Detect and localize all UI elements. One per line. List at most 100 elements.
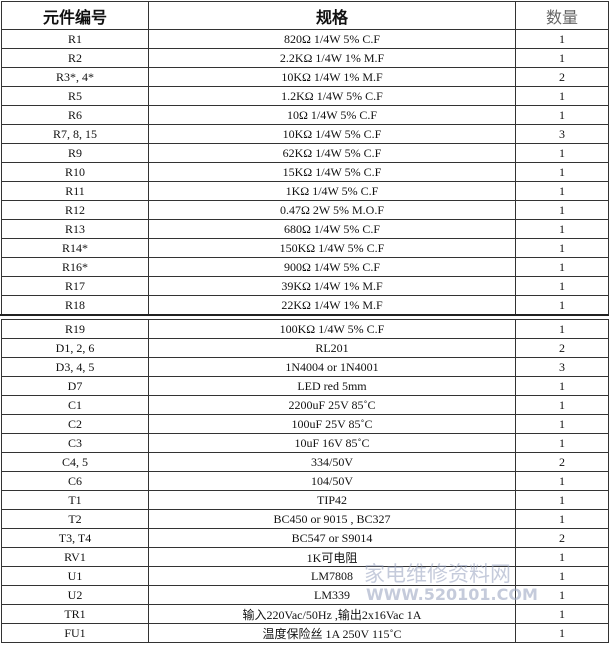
- table-row: U1 LM7808 1: [1, 566, 609, 586]
- cell-qty: 1: [515, 219, 609, 239]
- table-row: R3*, 4* 10KΩ 1/4W 1% M.F 2: [1, 67, 609, 87]
- cell-qty: 1: [515, 623, 609, 643]
- cell-id: C6: [1, 471, 149, 491]
- header-row: 元件编号 规格 数量: [1, 1, 609, 30]
- table-row: T3, T4 BC547 or S9014 2: [1, 528, 609, 548]
- cell-id: U1: [1, 566, 149, 586]
- cell-spec: 15KΩ 1/4W 5% C.F: [148, 162, 516, 182]
- cell-qty: 1: [515, 143, 609, 163]
- cell-id: R7, 8, 15: [1, 124, 149, 144]
- section-divider: [0, 314, 609, 316]
- cell-spec: 1N4004 or 1N4001: [148, 357, 516, 377]
- cell-id: R6: [1, 105, 149, 125]
- cell-spec: 334/50V: [148, 452, 516, 472]
- table-row: R6 10Ω 1/4W 5% C.F 1: [1, 105, 609, 125]
- cell-qty: 1: [515, 490, 609, 510]
- cell-id: T1: [1, 490, 149, 510]
- cell-id: C4, 5: [1, 452, 149, 472]
- cell-spec: 10KΩ 1/4W 1% M.F: [148, 67, 516, 87]
- cell-id: FU1: [1, 623, 149, 643]
- cell-id: R12: [1, 200, 149, 220]
- cell-spec: BC547 or S9014: [148, 528, 516, 548]
- table-row: R11 1KΩ 1/4W 5% C.F 1: [1, 181, 609, 201]
- cell-qty: 3: [515, 124, 609, 144]
- cell-id: R1: [1, 29, 149, 49]
- cell-spec: 0.47Ω 2W 5% M.O.F: [148, 200, 516, 220]
- table-row: C1 2200uF 25V 85˚C 1: [1, 395, 609, 415]
- cell-qty: 1: [515, 105, 609, 125]
- table-row: D3, 4, 5 1N4004 or 1N4001 3: [1, 357, 609, 377]
- cell-id: R11: [1, 181, 149, 201]
- cell-spec: 100uF 25V 85˚C: [148, 414, 516, 434]
- cell-qty: 1: [515, 509, 609, 529]
- cell-spec: 39KΩ 1/4W 1% M.F: [148, 276, 516, 296]
- cell-spec: 1.2KΩ 1/4W 5% C.F: [148, 86, 516, 106]
- table-row: R10 15KΩ 1/4W 5% C.F 1: [1, 162, 609, 182]
- cell-qty: 1: [515, 257, 609, 277]
- table-row: R13 680Ω 1/4W 5% C.F 1: [1, 219, 609, 239]
- cell-qty: 2: [515, 67, 609, 87]
- cell-spec: 900Ω 1/4W 5% C.F: [148, 257, 516, 277]
- cell-id: R9: [1, 143, 149, 163]
- table-row: C2 100uF 25V 85˚C 1: [1, 414, 609, 434]
- cell-qty: 1: [515, 604, 609, 624]
- cell-qty: 1: [515, 238, 609, 258]
- header-part-id: 元件编号: [1, 1, 149, 30]
- cell-qty: 1: [515, 585, 609, 605]
- cell-spec: 温度保险丝 1A 250V 115˚C: [148, 623, 516, 643]
- cell-spec: 2.2KΩ 1/4W 1% M.F: [148, 48, 516, 68]
- cell-id: C3: [1, 433, 149, 453]
- table-row: C6 104/50V 1: [1, 471, 609, 491]
- cell-spec: RL201: [148, 338, 516, 358]
- table-row: R14* 150KΩ 1/4W 5% C.F 1: [1, 238, 609, 258]
- cell-qty: 1: [515, 29, 609, 49]
- cell-id: T3, T4: [1, 528, 149, 548]
- table-row: R7, 8, 15 10KΩ 1/4W 5% C.F 3: [1, 124, 609, 144]
- table-row: R12 0.47Ω 2W 5% M.O.F 1: [1, 200, 609, 220]
- cell-id: R17: [1, 276, 149, 296]
- table-row: RV1 1K可电阻 1: [1, 547, 609, 567]
- cell-qty: 1: [515, 471, 609, 491]
- cell-qty: 2: [515, 452, 609, 472]
- cell-qty: 1: [515, 162, 609, 182]
- table-row: T1 TIP42 1: [1, 490, 609, 510]
- cell-spec: TIP42: [148, 490, 516, 510]
- cell-qty: 1: [515, 276, 609, 296]
- cell-qty: 1: [515, 376, 609, 396]
- cell-id: D1, 2, 6: [1, 338, 149, 358]
- cell-spec: 10Ω 1/4W 5% C.F: [148, 105, 516, 125]
- header-spec: 规格: [148, 1, 516, 30]
- cell-spec: 820Ω 1/4W 5% C.F: [148, 29, 516, 49]
- table-row: R16* 900Ω 1/4W 5% C.F 1: [1, 257, 609, 277]
- table-row: D7 LED red 5mm 1: [1, 376, 609, 396]
- cell-qty: 2: [515, 528, 609, 548]
- cell-qty: 1: [515, 181, 609, 201]
- parts-table-top: 元件编号 规格 数量 R1 820Ω 1/4W 5% C.F 1 R2 2.2KΩ 1/…: [1, 1, 609, 315]
- cell-id: R18: [1, 295, 149, 315]
- cell-spec: BC450 or 9015 , BC327: [148, 509, 516, 529]
- cell-id: R3*, 4*: [1, 67, 149, 87]
- cell-spec: LED red 5mm: [148, 376, 516, 396]
- cell-qty: 1: [515, 566, 609, 586]
- cell-spec: 1KΩ 1/4W 5% C.F: [148, 181, 516, 201]
- table-row: D1, 2, 6 RL201 2: [1, 338, 609, 358]
- cell-spec: 150KΩ 1/4W 5% C.F: [148, 238, 516, 258]
- table-row: FU1 温度保险丝 1A 250V 115˚C 1: [1, 623, 609, 643]
- cell-qty: 2: [515, 338, 609, 358]
- cell-spec: 输入220Vac/50Hz ,输出2x16Vac 1A: [148, 604, 516, 624]
- cell-spec: 104/50V: [148, 471, 516, 491]
- header-qty: 数量: [515, 1, 609, 30]
- cell-id: R10: [1, 162, 149, 182]
- table-row: R5 1.2KΩ 1/4W 5% C.F 1: [1, 86, 609, 106]
- table-row: R17 39KΩ 1/4W 1% M.F 1: [1, 276, 609, 296]
- cell-spec: LM339: [148, 585, 516, 605]
- table-row: R9 62KΩ 1/4W 5% C.F 1: [1, 143, 609, 163]
- cell-qty: 1: [515, 86, 609, 106]
- cell-id: T2: [1, 509, 149, 529]
- table-row: C3 10uF 16V 85˚C 1: [1, 433, 609, 453]
- table-row: U2 LM339 1: [1, 585, 609, 605]
- table-row: R18 22KΩ 1/4W 1% M.F 1: [1, 295, 609, 315]
- cell-id: R16*: [1, 257, 149, 277]
- cell-id: D7: [1, 376, 149, 396]
- table-row: T2 BC450 or 9015 , BC327 1: [1, 509, 609, 529]
